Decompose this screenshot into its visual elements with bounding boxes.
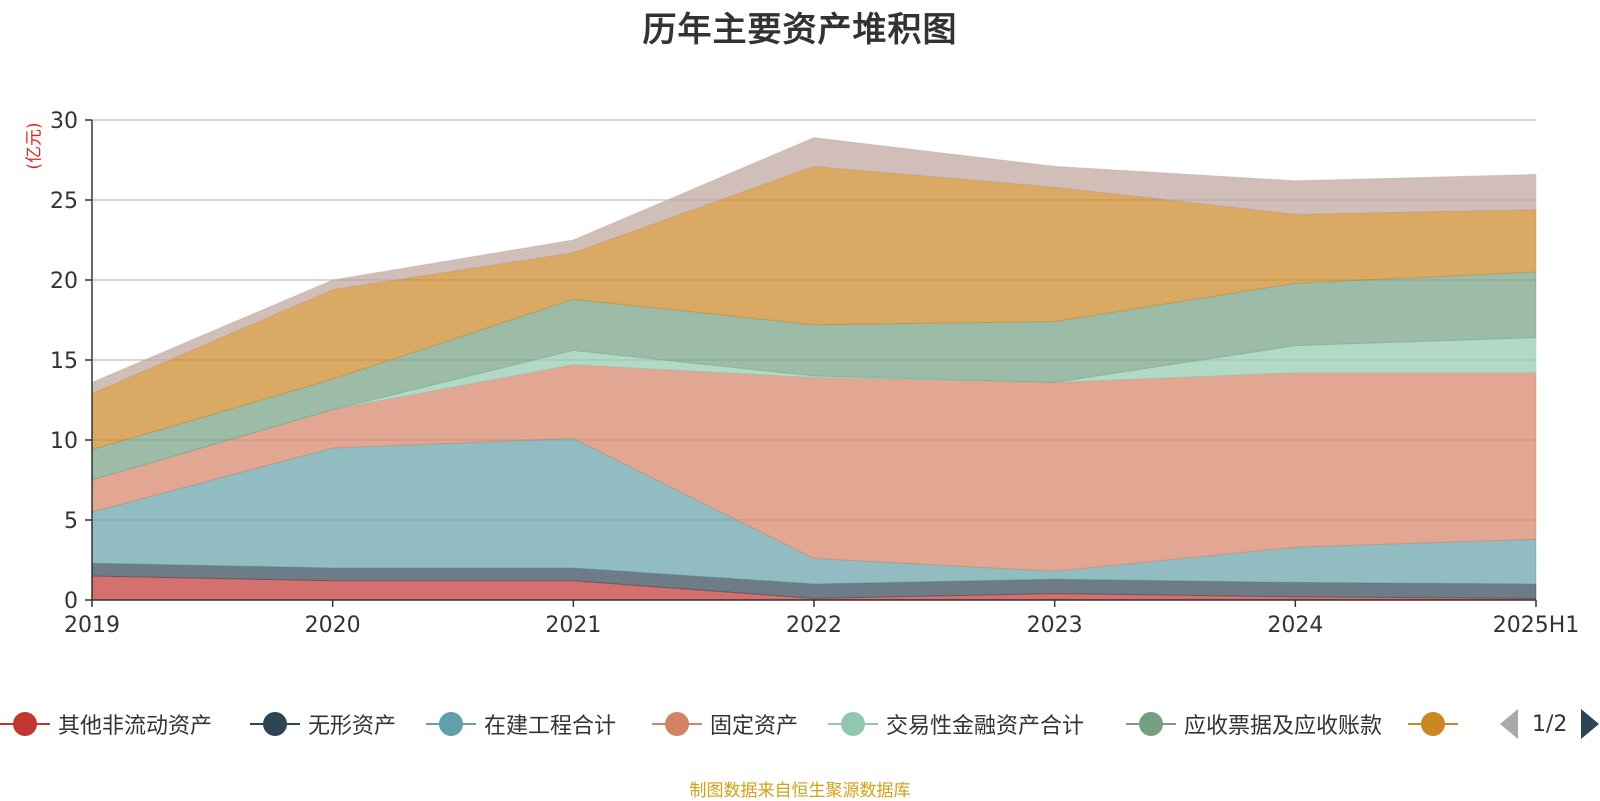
- legend-label: 固定资产: [710, 714, 799, 739]
- legend-item[interactable]: 应收票据及应收账款: [1126, 706, 1382, 742]
- area-series-3[interactable]: [91, 364, 1537, 572]
- source-note: 制图数据来自恒生聚源数据库: [689, 781, 911, 801]
- y-tick-label: 0: [64, 589, 78, 614]
- legend-marker-icon: [426, 706, 476, 742]
- tick-labels: 0 5 10 15 20 25 30 2019 2020 2021 2022 2023 2024 2025…: [50, 109, 1579, 638]
- chart-title: 历年主要资产堆积图: [642, 10, 958, 50]
- legend-marker-icon: [1408, 706, 1458, 742]
- y-tick-label: 20: [50, 269, 78, 294]
- legend-item[interactable]: 其他非流动资产: [0, 706, 212, 742]
- legend-label: 在建工程合计: [484, 714, 617, 739]
- legend-label: 交易性金融资产合计: [886, 714, 1085, 739]
- axes: [85, 119, 1537, 607]
- legend-label: 应收票据及应收账款: [1184, 714, 1383, 739]
- x-tick-label: 2020: [305, 613, 361, 638]
- y-tick-label: 25: [50, 189, 78, 214]
- y-tick-label: 5: [64, 509, 78, 534]
- legend-label: 其他非流动资产: [58, 714, 213, 739]
- legend-pager: 1/2: [1500, 706, 1600, 742]
- x-tick-label: 2025H1: [1493, 613, 1580, 638]
- legend-item[interactable]: 固定资产: [652, 706, 798, 742]
- legend-next-page-button[interactable]: [1581, 709, 1600, 739]
- x-tick-label: 2019: [64, 613, 120, 638]
- y-tick-label: 15: [50, 349, 78, 374]
- x-tick-label: 2024: [1267, 613, 1323, 638]
- x-tick-label: 2021: [545, 613, 601, 638]
- y-tick-label: 10: [50, 429, 78, 454]
- legend-prev-page-button[interactable]: [1500, 709, 1518, 739]
- legend-marker-icon: [828, 706, 878, 742]
- legend-item[interactable]: 无形资产: [250, 706, 396, 742]
- legend-marker-icon: [0, 706, 50, 742]
- legend-label: 无形资产: [308, 714, 397, 739]
- chart-plot: 0 5 10 15 20 25 30 2019 2020 2021 2022 2023 2024 2025…: [50, 109, 1579, 638]
- legend-page-indicator: 1/2: [1532, 711, 1568, 737]
- stacked-areas: [91, 137, 1537, 601]
- legend-item[interactable]: 交易性金融资产合计: [828, 706, 1084, 742]
- x-tick-label: 2023: [1027, 613, 1083, 638]
- y-tick-label: 30: [50, 109, 78, 134]
- legend-item[interactable]: [1408, 706, 1466, 742]
- legend-marker-icon: [1126, 706, 1176, 742]
- area-series-7[interactable]: [91, 137, 1537, 395]
- legend-item[interactable]: 在建工程合计: [426, 706, 616, 742]
- legend: 其他非流动资产 无形资产 在建工程合计 固定资产 交易性金融资产合计 应收票据及应收账款: [0, 706, 1600, 742]
- x-tick-label: 2022: [786, 613, 842, 638]
- legend-marker-icon: [250, 706, 300, 742]
- legend-marker-icon: [652, 706, 702, 742]
